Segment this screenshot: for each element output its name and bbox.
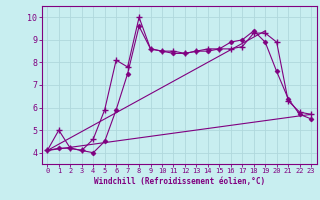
X-axis label: Windchill (Refroidissement éolien,°C): Windchill (Refroidissement éolien,°C) bbox=[94, 177, 265, 186]
